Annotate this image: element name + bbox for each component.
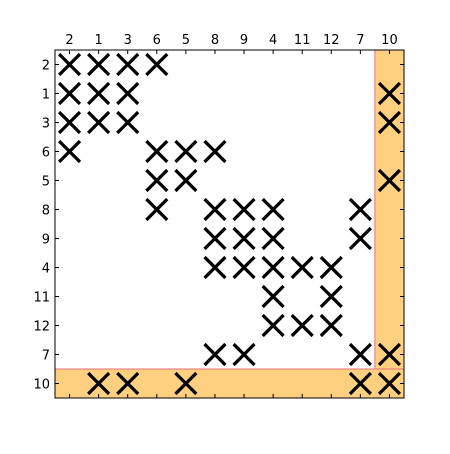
y-tick-label: 1: [42, 88, 50, 103]
x-marker: [174, 371, 198, 396]
x-marker: [261, 197, 285, 222]
y-tick-label: 9: [42, 233, 50, 248]
x-marker: [319, 313, 343, 338]
x-tick-label: 12: [323, 33, 340, 48]
x-marker: [348, 371, 372, 396]
x-marker: [145, 52, 169, 77]
x-marker: [319, 255, 343, 280]
y-tick-label: 11: [33, 291, 50, 306]
x-marker: [261, 313, 285, 338]
x-marker: [87, 110, 111, 135]
x-marker: [145, 139, 169, 164]
x-marker: [232, 255, 256, 280]
highlight-row-band: [54, 368, 405, 399]
y-tick-label: 3: [42, 117, 50, 132]
x-marker: [57, 52, 82, 77]
x-marker: [57, 81, 82, 106]
x-marker: [174, 168, 198, 193]
x-marker: [203, 226, 227, 251]
y-tick-label: 10: [33, 378, 50, 393]
y-tick-label: 7: [42, 349, 50, 364]
x-marker: [203, 197, 227, 222]
x-marker: [116, 371, 140, 396]
y-tick-label: 8: [42, 204, 50, 219]
y-tick-label: 5: [42, 175, 50, 190]
x-tick-label: 9: [240, 33, 248, 48]
x-marker: [232, 342, 256, 367]
x-marker: [377, 168, 402, 193]
x-marker: [203, 342, 227, 367]
x-tick-label: 3: [124, 33, 132, 48]
x-marker: [290, 313, 314, 338]
x-marker: [116, 81, 140, 106]
x-tick-label: 10: [381, 33, 398, 48]
x-marker: [290, 255, 314, 280]
x-marker: [232, 197, 256, 222]
plot-frame: [54, 49, 405, 399]
x-marker: [145, 168, 169, 193]
highlight-column-band: [374, 49, 405, 399]
x-marker: [377, 371, 402, 396]
x-marker: [261, 255, 285, 280]
x-marker: [87, 81, 111, 106]
x-marker: [203, 255, 227, 280]
x-marker: [348, 342, 372, 367]
x-marker: [377, 110, 402, 135]
y-tick-label: 2: [42, 59, 50, 74]
x-marker: [174, 139, 198, 164]
x-marker: [57, 110, 82, 135]
x-tick-label: 5: [182, 33, 190, 48]
x-tick-label: 7: [356, 33, 364, 48]
x-marker: [261, 226, 285, 251]
y-tick-label: 4: [42, 262, 50, 277]
x-marker: [377, 342, 402, 367]
x-marker: [348, 197, 372, 222]
y-tick-label: 12: [33, 320, 50, 335]
x-tick-label: 4: [269, 33, 277, 48]
x-tick-label: 6: [153, 33, 161, 48]
y-tick-label: 6: [42, 146, 50, 161]
x-tick-label: 8: [211, 33, 219, 48]
x-marker: [348, 226, 372, 251]
x-tick-label: 1: [94, 33, 102, 48]
x-marker: [57, 139, 82, 164]
x-marker: [203, 139, 227, 164]
x-marker: [145, 197, 169, 222]
x-marker: [116, 110, 140, 135]
x-tick-label: 11: [294, 33, 311, 48]
x-marker: [319, 284, 343, 309]
x-marker: [232, 226, 256, 251]
x-marker: [261, 284, 285, 309]
x-marker: [116, 52, 140, 77]
x-marker: [87, 371, 111, 396]
x-tick-label: 2: [65, 33, 73, 48]
x-marker: [377, 81, 402, 106]
x-marker: [87, 52, 111, 77]
